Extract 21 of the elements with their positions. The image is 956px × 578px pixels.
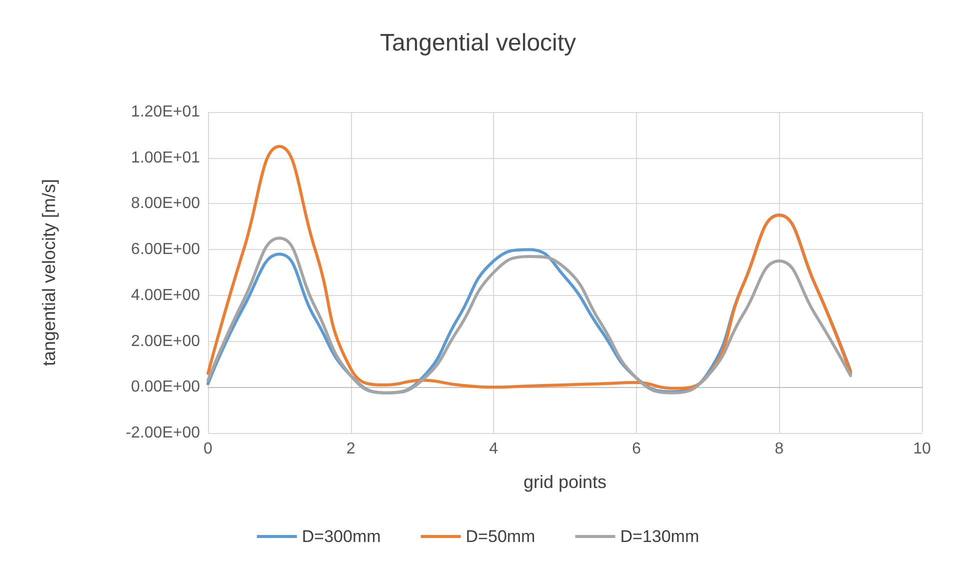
legend-label: D=130mm [620,527,700,546]
line-series [206,144,852,390]
y-tick-label: 8.00E+00 [131,195,200,212]
y-tick-label: 4.00E+00 [131,286,200,304]
y-tick-label: 0.00E+00 [131,378,200,396]
y-tick-label: 1.20E+01 [131,104,200,120]
x-tick-label: 10 [913,440,931,458]
x-axis-title: grid points [523,472,607,492]
legend-label: D=300mm [302,527,381,546]
x-tick-label: 4 [489,440,498,458]
x-tick-label: 8 [774,440,784,458]
y-tick-label: 2.00E+00 [131,332,200,350]
y-tick-label: 1.00E+01 [131,149,200,166]
x-tick-label: 2 [346,440,356,458]
y-tick-label: -2.00E+00 [126,424,200,442]
y-axis-title: tangential velocity [m/s] [39,178,59,366]
x-tick-label: 0 [204,440,213,458]
chart-title: Tangential velocity [380,30,576,56]
legend-label: D=50mm [466,527,536,546]
x-tick-label: 6 [632,440,641,458]
y-tick-label: 6.00E+00 [131,241,200,258]
